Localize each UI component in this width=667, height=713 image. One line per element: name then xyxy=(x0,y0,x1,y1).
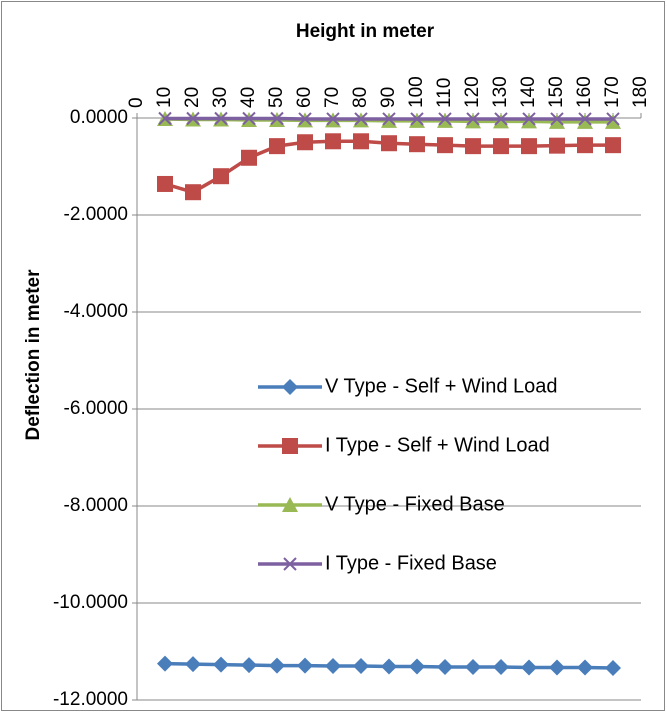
x-tick-label: 120 xyxy=(462,76,483,108)
x-tick-label: 150 xyxy=(546,76,567,108)
x-tick-label: 180 xyxy=(630,76,651,108)
marker xyxy=(577,137,593,154)
marker xyxy=(438,112,452,126)
marker xyxy=(185,184,201,201)
x-tick-label: 20 xyxy=(182,87,203,108)
marker xyxy=(465,659,481,676)
y-tick-label: -6.0000 xyxy=(64,398,128,419)
marker xyxy=(605,113,621,129)
marker xyxy=(577,113,593,129)
y-tick-label: 0.0000 xyxy=(70,107,128,128)
x-tick-label: 40 xyxy=(238,87,259,108)
marker xyxy=(605,137,621,154)
y-axis-title: Deflection in meter xyxy=(23,269,44,441)
x-tick-label: 160 xyxy=(574,76,595,108)
marker xyxy=(521,113,537,129)
x-tick-label: 110 xyxy=(434,78,455,108)
marker xyxy=(437,137,453,154)
marker xyxy=(283,557,297,571)
marker xyxy=(409,658,425,675)
legend-label: V Type - Self + Wind Load xyxy=(325,375,558,397)
marker xyxy=(577,659,593,676)
marker xyxy=(282,497,298,512)
marker xyxy=(241,657,257,674)
marker xyxy=(354,112,368,126)
marker xyxy=(269,138,285,155)
marker xyxy=(522,112,536,126)
marker xyxy=(282,379,298,395)
x-tick-label: 70 xyxy=(322,87,343,108)
x-tick-label: 100 xyxy=(406,76,427,108)
marker xyxy=(186,111,200,126)
marker xyxy=(157,655,173,672)
marker xyxy=(465,138,481,155)
legend-label: I Type - Fixed Base xyxy=(325,552,497,574)
legend-label: V Type - Fixed Base xyxy=(325,493,505,515)
marker xyxy=(521,138,537,155)
x-axis-title: Height in meter xyxy=(296,21,435,42)
y-tick-label: -4.0000 xyxy=(64,301,128,322)
marker xyxy=(325,658,341,675)
y-tick-label: -8.0000 xyxy=(64,495,128,516)
legend: V Type - Self + Wind Load I Type - Self +… xyxy=(258,375,558,574)
marker xyxy=(437,659,453,676)
marker xyxy=(493,659,509,676)
marker xyxy=(409,136,425,153)
marker xyxy=(466,112,480,126)
marker xyxy=(578,112,592,126)
marker xyxy=(185,656,201,673)
marker xyxy=(381,135,397,152)
marker xyxy=(213,656,229,673)
marker xyxy=(214,111,228,126)
marker xyxy=(298,112,312,126)
marker xyxy=(493,138,509,155)
marker xyxy=(353,658,369,675)
x-tick-label: 140 xyxy=(518,76,539,108)
marker xyxy=(326,112,340,126)
x-tick-label: 0 xyxy=(126,97,147,108)
marker xyxy=(241,149,257,166)
marker xyxy=(549,137,565,154)
marker xyxy=(382,112,396,126)
marker xyxy=(325,133,341,150)
marker xyxy=(297,657,313,674)
x-tick-label: 60 xyxy=(294,87,315,108)
marker xyxy=(549,659,565,676)
marker xyxy=(269,657,285,674)
marker xyxy=(465,113,481,129)
x-tick-label: 80 xyxy=(350,87,371,108)
y-tick-label: -12.0000 xyxy=(53,689,128,710)
marker xyxy=(606,112,620,126)
x-tick-label: 50 xyxy=(266,87,287,108)
marker xyxy=(521,659,537,676)
x-tick-label: 130 xyxy=(490,76,511,108)
x-tick-label: 90 xyxy=(378,87,399,108)
marker xyxy=(549,113,565,129)
marker xyxy=(157,175,173,192)
marker xyxy=(282,438,298,454)
x-tick-label: 170 xyxy=(602,76,623,108)
y-tick-label: -10.0000 xyxy=(53,592,128,613)
marker xyxy=(353,133,369,150)
marker xyxy=(242,111,256,126)
marker xyxy=(494,112,508,126)
marker xyxy=(493,113,509,129)
marker xyxy=(158,111,172,126)
legend-label: I Type - Self + Wind Load xyxy=(325,434,550,456)
marker xyxy=(297,134,313,151)
x-tick-label: 30 xyxy=(210,87,231,108)
y-tick-label: -2.0000 xyxy=(64,204,128,225)
marker xyxy=(550,112,564,126)
marker xyxy=(213,168,229,185)
marker xyxy=(410,112,424,126)
marker xyxy=(381,658,397,675)
marker xyxy=(270,111,284,126)
x-tick-label: 10 xyxy=(154,87,175,108)
marker xyxy=(605,659,621,676)
